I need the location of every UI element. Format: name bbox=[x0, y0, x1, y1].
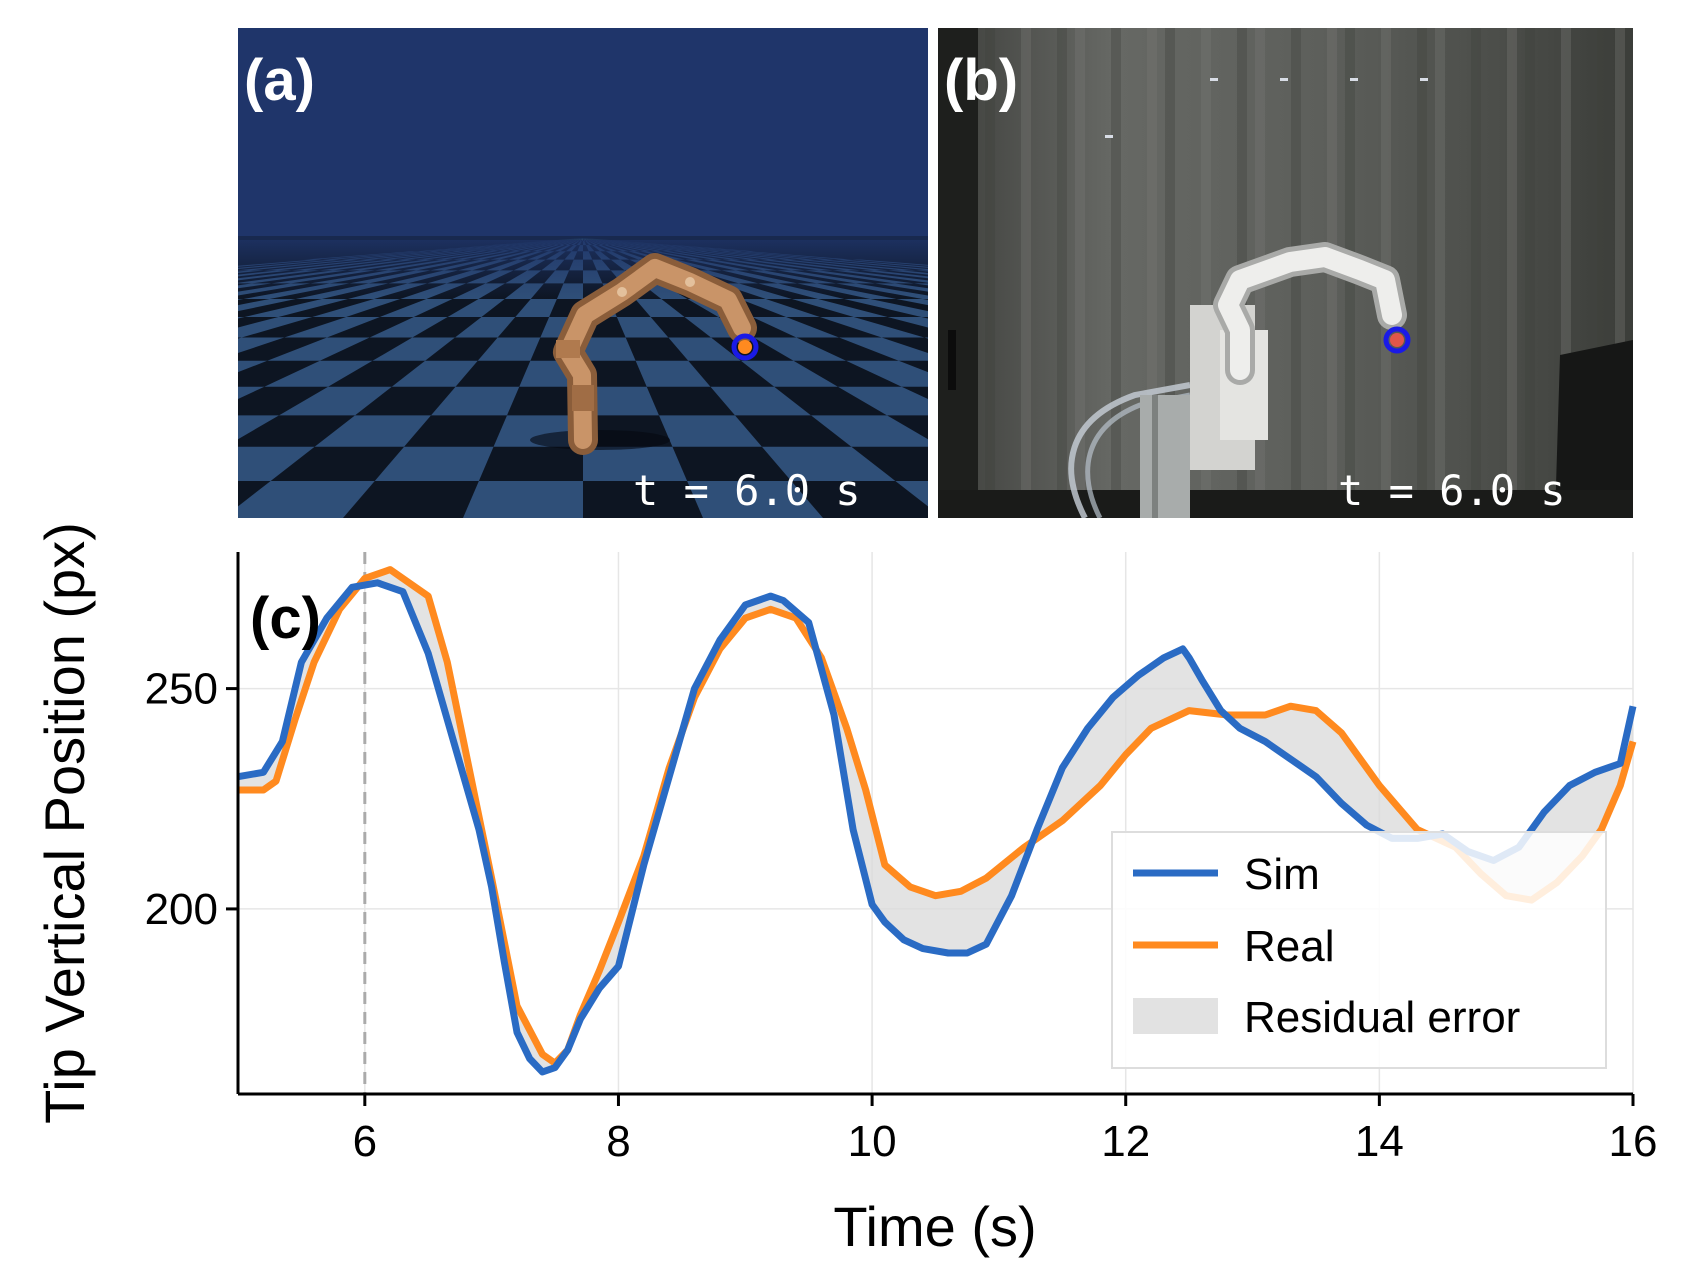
real-series-line bbox=[238, 566, 1637, 1067]
chart-ticks: 6 8 10 12 14 16 200 250 bbox=[145, 665, 1658, 1166]
chart-legend: Sim Real Residual error bbox=[1111, 831, 1607, 1069]
panel-a-time-text: t = 6.0 s bbox=[633, 466, 861, 515]
panel-b-real-view: (b) t = 6.0 s bbox=[938, 28, 1633, 518]
panel-a-label: (a) bbox=[244, 48, 315, 113]
sim-sky bbox=[238, 28, 928, 240]
y-axis-label: Tip Vertical Position (px) bbox=[33, 522, 96, 1124]
real-floor bbox=[938, 490, 1633, 518]
real-left-door bbox=[938, 28, 978, 518]
x-tick-label: 12 bbox=[1101, 1117, 1150, 1166]
x-tick-label: 8 bbox=[606, 1117, 630, 1166]
panel-b-time-text: t = 6.0 s bbox=[1338, 466, 1566, 515]
y-tick-label: 250 bbox=[145, 665, 218, 714]
x-tick-label: 14 bbox=[1355, 1117, 1404, 1166]
sim-robot-arm bbox=[530, 253, 757, 455]
x-tick-label: 6 bbox=[353, 1117, 377, 1166]
panel-b-label: (b) bbox=[944, 48, 1018, 113]
legend-real-label: Real bbox=[1244, 922, 1335, 971]
panel-c-chart: 6 8 10 12 14 16 200 250 (c) Time (s) Tip Vertic… bbox=[33, 522, 1657, 1258]
real-aluminium-post bbox=[1140, 395, 1190, 518]
x-tick-label: 16 bbox=[1609, 1117, 1658, 1166]
chart-axes bbox=[236, 552, 1633, 1096]
y-tick-label: 200 bbox=[145, 885, 218, 934]
legend-residual-label: Residual error bbox=[1244, 993, 1520, 1042]
legend-sim-label: Sim bbox=[1244, 850, 1320, 899]
real-right-monitor bbox=[1555, 340, 1633, 518]
x-tick-label: 10 bbox=[848, 1117, 897, 1166]
legend-item-residual: Residual error bbox=[1133, 993, 1520, 1042]
sim-floor-fog bbox=[238, 240, 928, 300]
legend-item-real: Real bbox=[1133, 922, 1335, 971]
real-robot-arm bbox=[1213, 242, 1407, 385]
sim-tip-marker bbox=[731, 333, 759, 361]
panel-a-simulation-view: (a) t = 6.0 s bbox=[238, 28, 928, 518]
sim-series-line bbox=[237, 579, 1637, 1076]
legend-item-sim: Sim bbox=[1133, 850, 1320, 899]
x-axis-label: Time (s) bbox=[833, 1195, 1036, 1258]
real-tip-marker bbox=[1383, 326, 1411, 354]
legend-residual-swatch bbox=[1133, 998, 1218, 1034]
panel-c-label: (c) bbox=[250, 586, 321, 651]
